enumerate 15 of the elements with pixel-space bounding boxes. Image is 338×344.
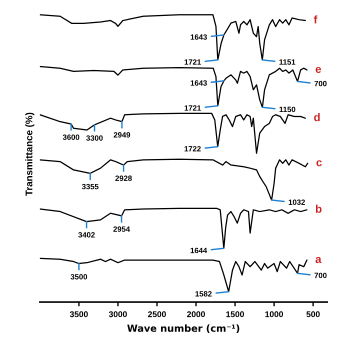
series-label: f xyxy=(314,15,318,24)
x-tick-label: 1000 xyxy=(265,311,284,318)
x-tick-label: 3500 xyxy=(70,311,88,318)
series-label: a xyxy=(316,256,322,264)
series-label: d xyxy=(314,113,320,122)
x-axis-title: Wave number (cm⁻¹) xyxy=(127,324,240,334)
x-tick-label: 500 xyxy=(306,311,320,318)
x-tick-label: 2000 xyxy=(187,311,205,318)
x-tick-label: 1500 xyxy=(226,311,244,318)
series-label: c xyxy=(316,160,322,166)
x-tick-label: 2500 xyxy=(148,311,166,318)
series-label: b xyxy=(316,204,322,213)
y-axis-title: Transmittance (%) xyxy=(25,112,34,196)
series-label: e xyxy=(316,66,322,73)
x-tick-label: 3000 xyxy=(108,311,127,318)
